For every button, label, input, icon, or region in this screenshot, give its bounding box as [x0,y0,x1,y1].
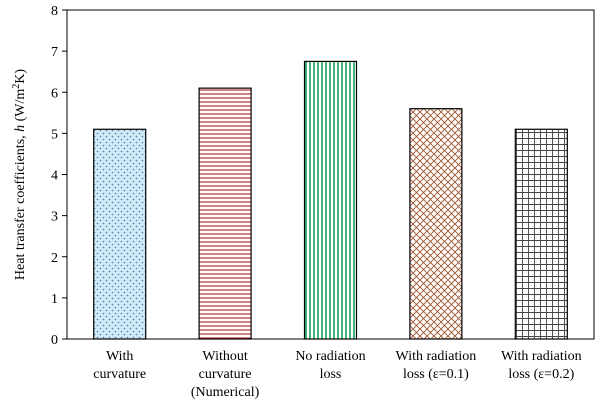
y-tick-label: 5 [51,127,58,142]
y-tick-label: 8 [51,4,58,19]
y-tick-label: 7 [51,45,58,60]
x-category-label: Without curvature (Numerical) [191,349,260,400]
y-axis-title: Heat transfer coefficients, h (W/m2K) [11,69,28,281]
y-tick-label: 2 [51,251,58,266]
x-category-label: With curvature [93,349,146,382]
bar [93,128,147,340]
y-tick-label: 4 [51,169,58,184]
x-category-label: With radiation loss (ε=0.1) [396,349,477,382]
y-tick-label: 1 [51,292,58,307]
x-category-label: No radiation loss [295,349,365,382]
bar [409,108,463,340]
y-tick-label: 6 [51,86,58,101]
bar [303,60,358,340]
bar [514,128,568,340]
y-tick-label: 0 [51,333,58,348]
bar [198,87,252,340]
x-category-label: With radiation loss (ε=0.2) [501,349,582,382]
y-tick-label: 3 [51,210,58,225]
